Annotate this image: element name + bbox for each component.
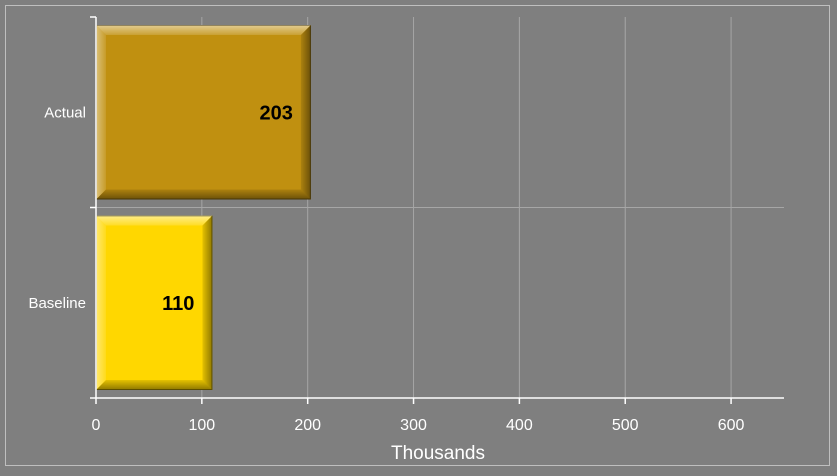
x-tick-label: 300 (400, 417, 427, 434)
chart-frame (5, 5, 830, 466)
bar-bevel-top (96, 215, 213, 226)
y-tick-label: Actual (44, 104, 86, 121)
x-tick-label: 0 (92, 417, 101, 434)
x-tick-label: 400 (506, 417, 533, 434)
bar-body (96, 215, 213, 390)
x-tick-label: 200 (294, 417, 321, 434)
x-tick-label: 100 (188, 417, 215, 434)
bar-baseline (96, 215, 213, 390)
x-tick-label: 500 (612, 417, 639, 434)
bar-bevel-left (96, 25, 106, 200)
bar-bevel-bottom (96, 189, 311, 200)
bar-bevel-right (202, 215, 213, 390)
bar-body (96, 25, 311, 200)
y-tick-label: Baseline (28, 295, 86, 312)
x-axis-title: Thousands (391, 443, 485, 464)
bar-bevel-top (96, 25, 311, 35)
bar-bevel-right (300, 25, 311, 200)
x-tick-label: 600 (718, 417, 745, 434)
data-label: 203 (259, 102, 292, 124)
bar-actual (96, 25, 311, 200)
data-label: 110 (162, 293, 194, 315)
bar-bevel-bottom (96, 380, 213, 390)
bar-bevel-left (96, 215, 106, 390)
